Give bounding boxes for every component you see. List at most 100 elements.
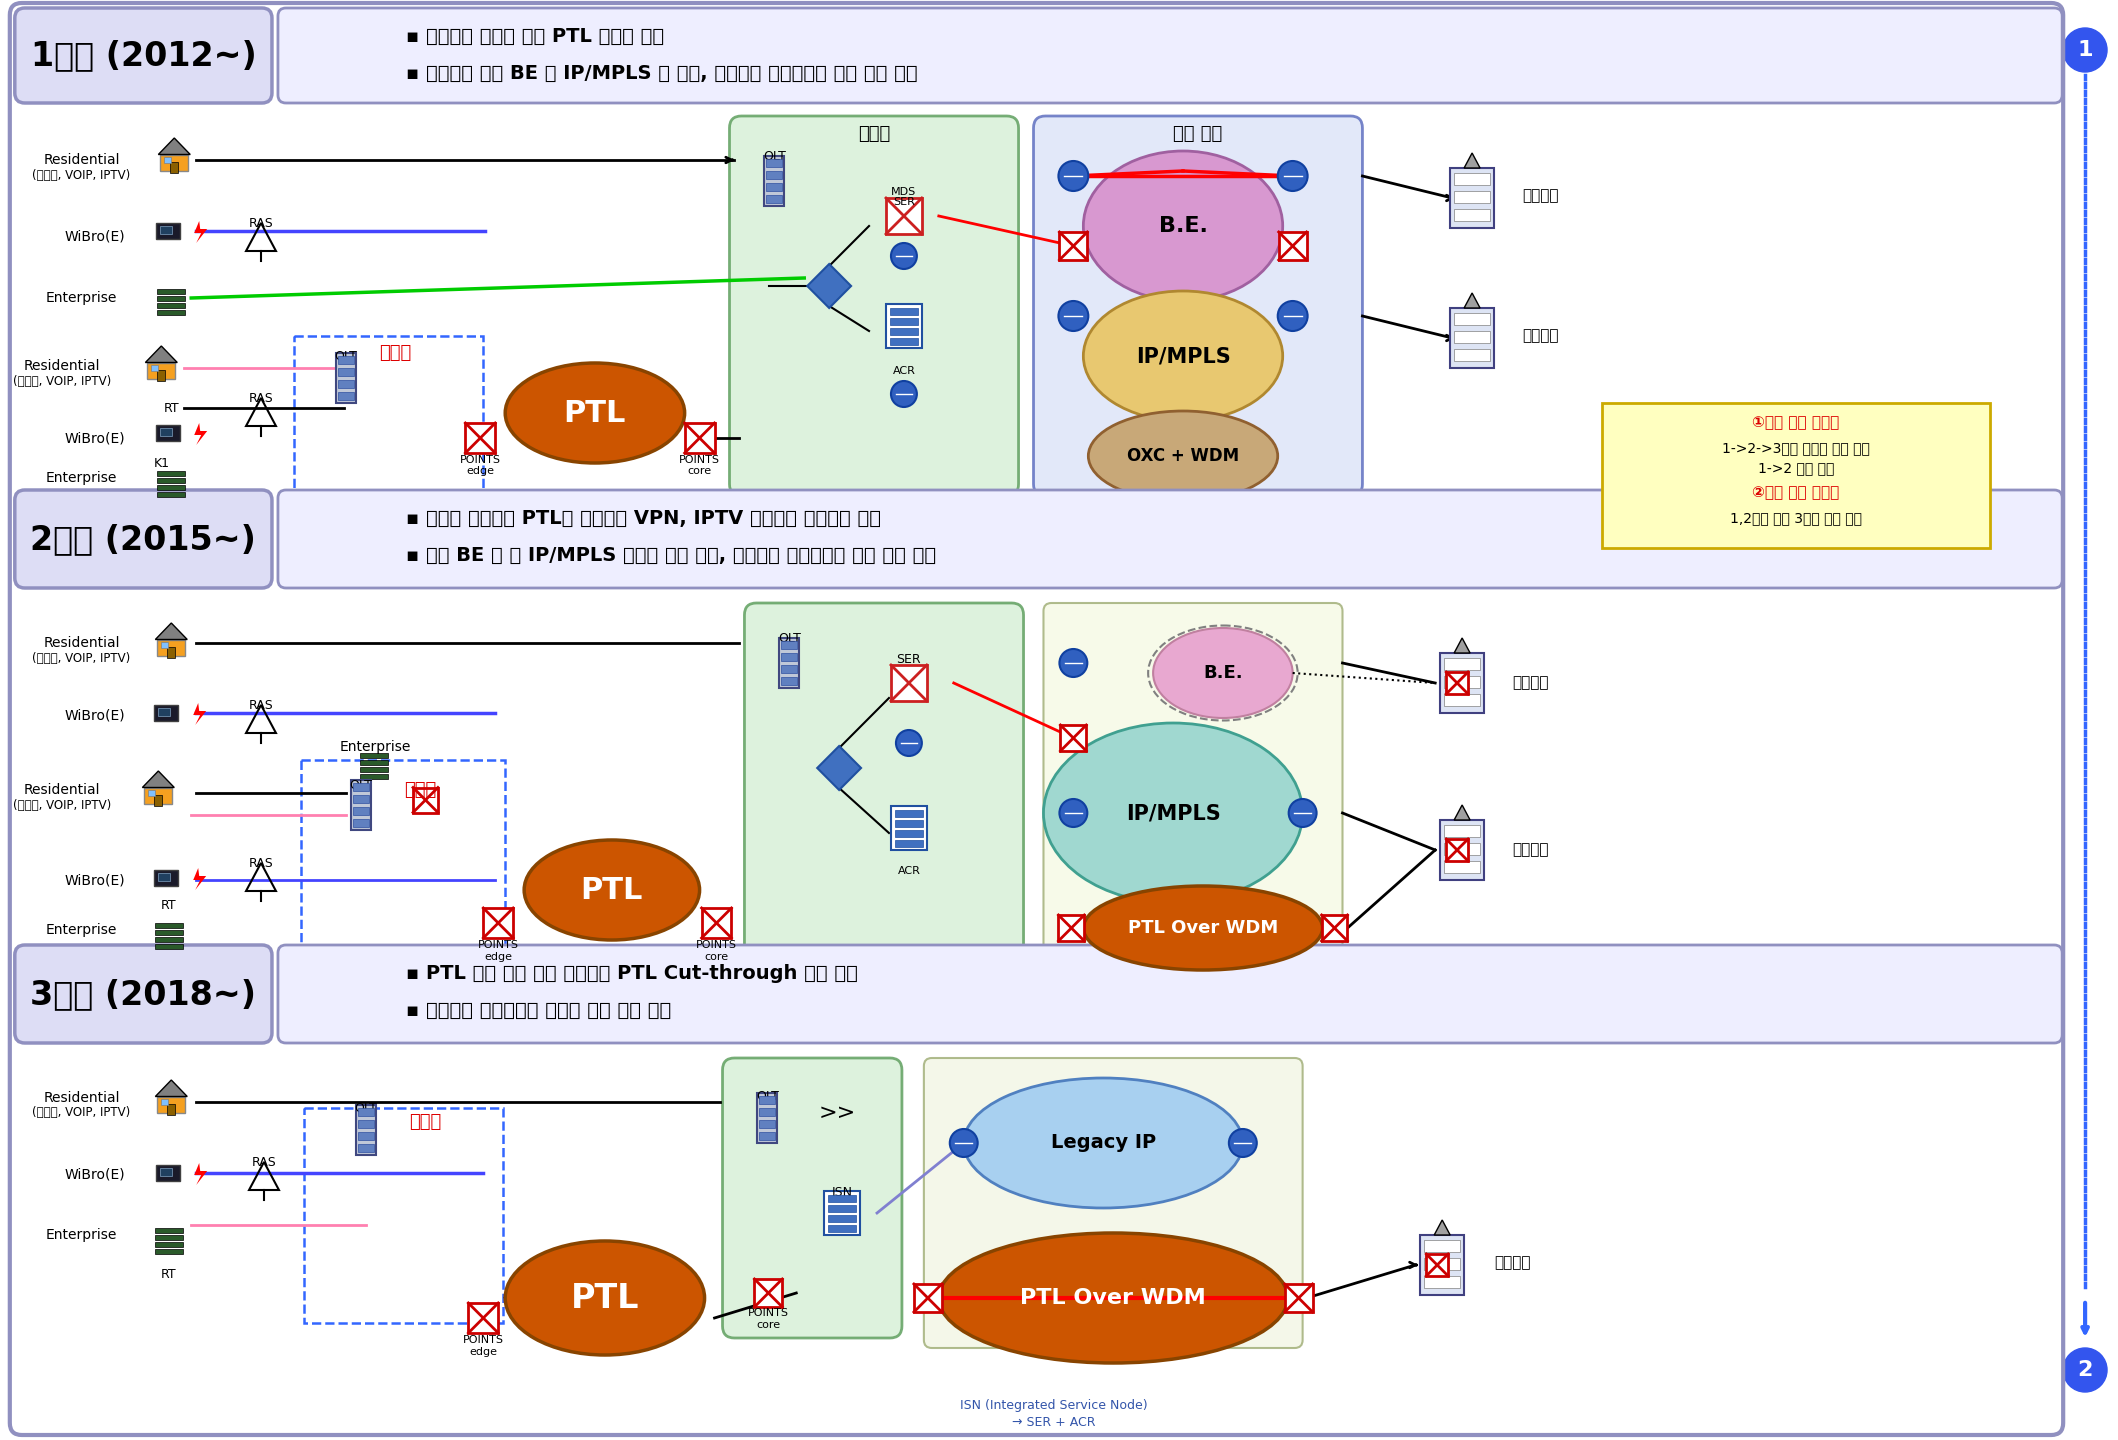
Bar bbox=[337, 392, 354, 400]
Bar bbox=[337, 353, 356, 403]
Text: Enterprise: Enterprise bbox=[341, 740, 411, 755]
Bar bbox=[782, 652, 796, 661]
Bar bbox=[157, 1096, 184, 1113]
Bar bbox=[824, 1191, 860, 1236]
Bar bbox=[167, 1104, 176, 1115]
Bar bbox=[767, 183, 782, 192]
Text: RT: RT bbox=[161, 899, 176, 912]
FancyBboxPatch shape bbox=[15, 945, 271, 1043]
Bar bbox=[1444, 825, 1480, 837]
Bar bbox=[155, 1236, 184, 1240]
Circle shape bbox=[1277, 301, 1307, 331]
Text: RAS: RAS bbox=[248, 857, 273, 870]
Bar bbox=[1059, 232, 1087, 261]
Bar bbox=[157, 478, 184, 482]
Text: RAS: RAS bbox=[248, 392, 273, 405]
Polygon shape bbox=[159, 138, 191, 154]
Text: ▪ 광역국과 단독국 간에 PTL 점진적 적용: ▪ 광역국과 단독국 간에 PTL 점진적 적용 bbox=[405, 26, 663, 46]
Polygon shape bbox=[146, 346, 178, 363]
Text: WiBro(E): WiBro(E) bbox=[64, 1168, 125, 1182]
Bar bbox=[360, 760, 388, 765]
Bar bbox=[356, 1104, 375, 1155]
Bar bbox=[169, 163, 178, 173]
Circle shape bbox=[2063, 1348, 2107, 1392]
Text: ②신생 통신 사업자: ②신생 통신 사업자 bbox=[1752, 485, 1841, 501]
Text: ACR: ACR bbox=[892, 366, 915, 376]
Text: 방송센터: 방송센터 bbox=[1493, 1256, 1531, 1270]
Text: (인터넷, VOIP, IPTV): (인터넷, VOIP, IPTV) bbox=[32, 168, 131, 181]
Bar bbox=[468, 1303, 498, 1333]
Circle shape bbox=[1059, 301, 1089, 331]
Polygon shape bbox=[193, 703, 205, 724]
FancyBboxPatch shape bbox=[15, 9, 271, 104]
Text: SER: SER bbox=[896, 652, 921, 665]
Bar bbox=[155, 870, 178, 886]
Bar bbox=[157, 639, 184, 657]
Bar bbox=[1286, 1284, 1313, 1312]
FancyBboxPatch shape bbox=[729, 117, 1019, 495]
Text: POINTS: POINTS bbox=[748, 1308, 788, 1318]
Bar bbox=[157, 223, 180, 239]
Bar bbox=[161, 428, 172, 436]
Bar bbox=[157, 310, 184, 315]
Bar bbox=[358, 1107, 373, 1116]
Bar bbox=[1423, 1276, 1459, 1287]
Text: 1,2단계 생략 3단계 적용 가능: 1,2단계 생략 3단계 적용 가능 bbox=[1730, 511, 1862, 526]
Text: 단독국: 단독국 bbox=[405, 780, 436, 799]
Polygon shape bbox=[195, 423, 208, 445]
Text: 센터 노드: 센터 노드 bbox=[1173, 125, 1222, 143]
Text: 1단계 (2012~): 1단계 (2012~) bbox=[30, 39, 256, 72]
Bar bbox=[161, 154, 189, 171]
FancyBboxPatch shape bbox=[277, 490, 2063, 588]
Bar bbox=[303, 1107, 504, 1323]
Text: (인터넷, VOIP, IPTV): (인터넷, VOIP, IPTV) bbox=[32, 1106, 131, 1119]
Text: core: core bbox=[705, 952, 729, 962]
Text: POINTS: POINTS bbox=[479, 940, 519, 950]
Ellipse shape bbox=[1082, 151, 1284, 301]
Bar bbox=[767, 171, 782, 179]
Bar bbox=[155, 1228, 184, 1233]
Bar bbox=[1444, 694, 1480, 706]
Polygon shape bbox=[195, 220, 208, 243]
FancyBboxPatch shape bbox=[15, 490, 271, 588]
Bar bbox=[483, 909, 513, 937]
FancyBboxPatch shape bbox=[277, 9, 2063, 104]
Bar bbox=[155, 795, 163, 806]
Bar bbox=[159, 708, 169, 716]
Bar bbox=[148, 363, 176, 379]
Bar bbox=[782, 641, 796, 649]
Polygon shape bbox=[193, 868, 205, 890]
Text: RT: RT bbox=[163, 402, 180, 415]
Bar bbox=[337, 380, 354, 387]
Ellipse shape bbox=[1089, 410, 1277, 501]
Text: 광역국: 광역국 bbox=[858, 125, 890, 143]
Bar bbox=[354, 795, 369, 804]
Text: B.E.: B.E. bbox=[1203, 664, 1243, 683]
Bar bbox=[157, 297, 184, 301]
Bar bbox=[148, 791, 155, 796]
Bar bbox=[767, 158, 782, 167]
Bar bbox=[890, 308, 917, 315]
Text: OXC + WDM: OXC + WDM bbox=[1127, 446, 1239, 465]
Text: OLT: OLT bbox=[762, 150, 786, 163]
Text: edge: edge bbox=[466, 467, 493, 477]
Text: 단독국: 단독국 bbox=[379, 344, 411, 361]
Text: POINTS: POINTS bbox=[464, 1335, 504, 1345]
Bar bbox=[159, 873, 169, 881]
Bar bbox=[1455, 348, 1491, 361]
Bar bbox=[358, 1132, 373, 1140]
FancyBboxPatch shape bbox=[923, 1058, 1303, 1348]
Text: POINTS: POINTS bbox=[460, 455, 500, 465]
Bar bbox=[684, 423, 714, 454]
Text: 방송센터: 방송센터 bbox=[1512, 675, 1548, 691]
FancyBboxPatch shape bbox=[743, 603, 1023, 963]
Circle shape bbox=[892, 243, 917, 269]
FancyBboxPatch shape bbox=[1044, 603, 1343, 963]
Circle shape bbox=[1228, 1129, 1256, 1156]
Bar bbox=[896, 819, 923, 827]
Text: OLT: OLT bbox=[335, 350, 358, 363]
Bar bbox=[352, 780, 371, 829]
Bar bbox=[758, 1093, 777, 1143]
Text: ▪ PTL 망을 통한 모든 서비스의 PTL Cut-through 경로 제공: ▪ PTL 망을 통한 모든 서비스의 PTL Cut-through 경로 제… bbox=[405, 963, 858, 982]
Bar bbox=[890, 318, 917, 325]
